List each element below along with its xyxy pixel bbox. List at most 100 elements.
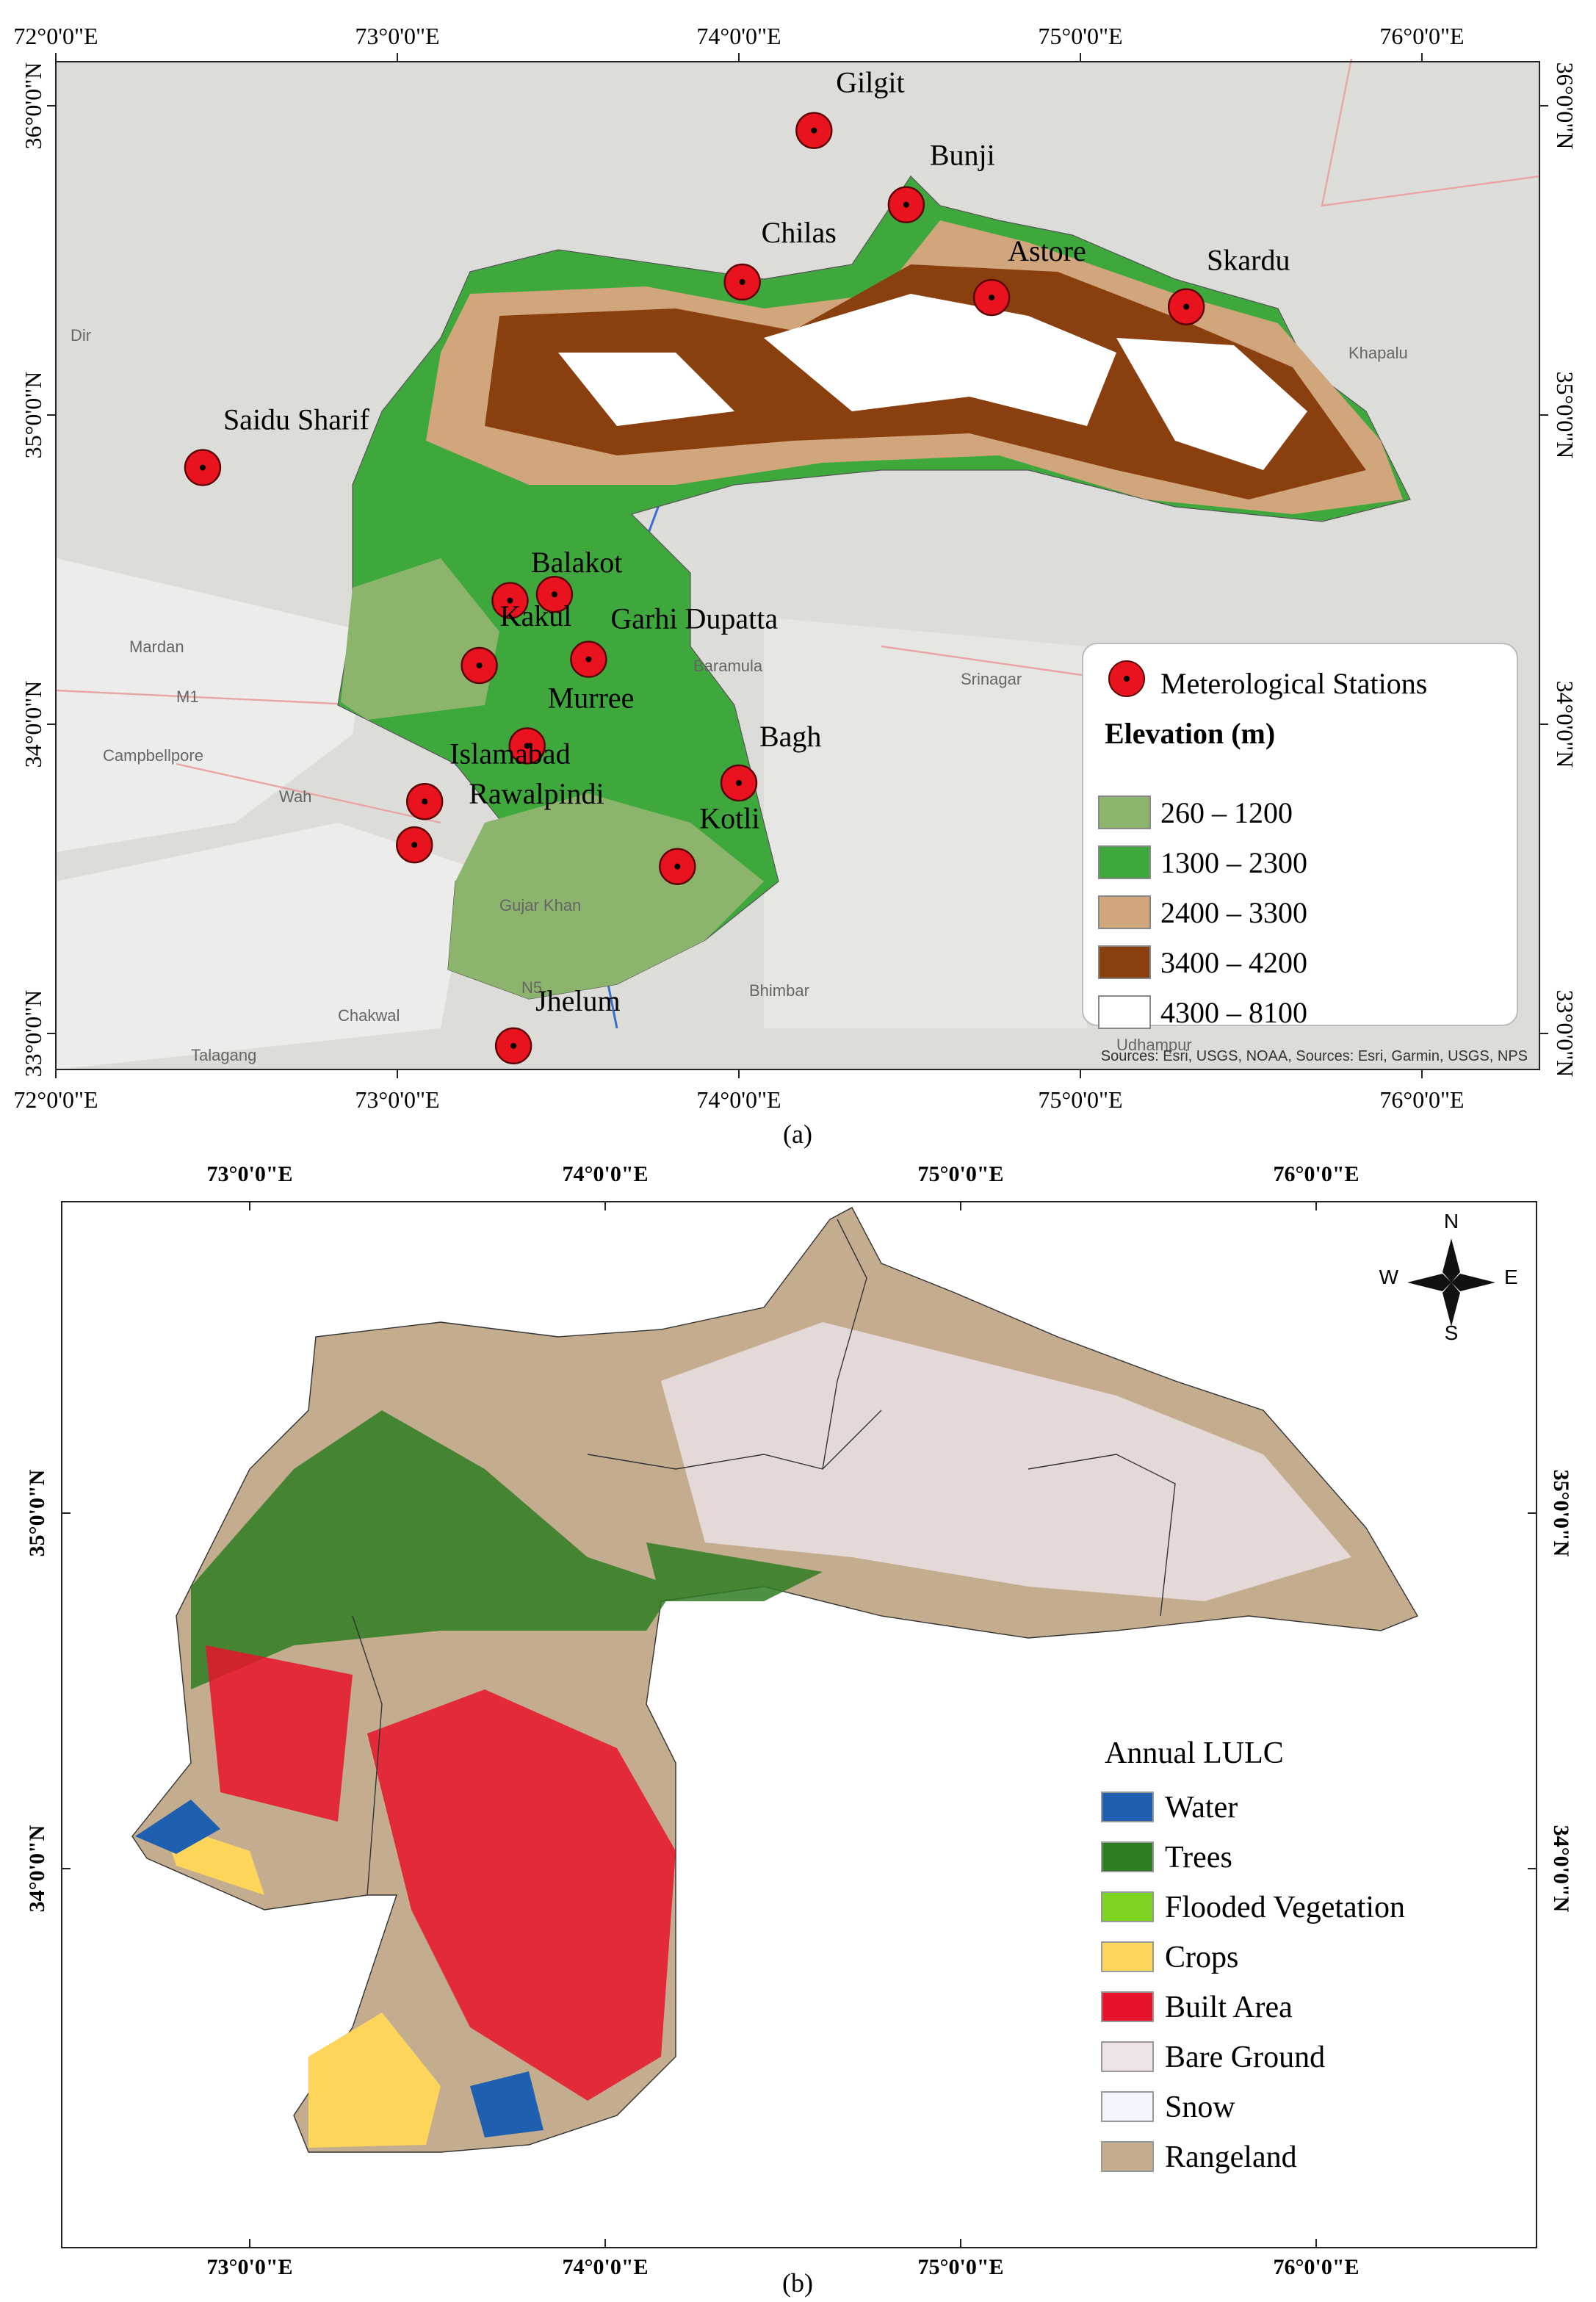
- basemap-label: Chakwal: [338, 1006, 400, 1025]
- frame: [55, 61, 1540, 1070]
- compass-w: W: [1379, 1266, 1399, 1288]
- basemap-label: Dir: [71, 326, 91, 344]
- y-tick-label: 35°0'0"N: [25, 1469, 49, 1556]
- station-dot: [510, 1042, 517, 1049]
- panel-b: 73°0'0"E 73°0'0"E 74°0'0"E 74°0'0"E 75°0'0"E…: [25, 1162, 1573, 2279]
- station-dot: [476, 663, 483, 669]
- sources: Sources: Esri, USGS, NOAA, Sources: Esri…: [1101, 1048, 1528, 1064]
- compass-n: N: [1444, 1210, 1459, 1233]
- legend-swatch: [1101, 1891, 1154, 1922]
- legend-label: Rangeland: [1165, 2140, 1297, 2174]
- caption: (a): [783, 1119, 812, 1149]
- low-elevation: [341, 558, 764, 999]
- x-tick-label: 75°0'0"E: [918, 1162, 1004, 1186]
- legend-box: [1082, 643, 1518, 1026]
- y-tick-label: 34°0'0"N: [20, 681, 46, 768]
- basemap-label: Bhimbar: [749, 981, 809, 1000]
- bare-ground: [661, 1322, 1351, 1601]
- station-label: Kotli: [699, 802, 759, 835]
- station-dot: [989, 295, 995, 301]
- station-label: Astore: [1008, 234, 1086, 267]
- station-label: Bunji: [930, 139, 995, 172]
- x-tick-label: 72°0'0"E: [13, 23, 98, 49]
- y-tick-label: 33°0'0"N: [1552, 990, 1578, 1078]
- trees: [191, 1410, 823, 1689]
- legend-swatch: [1101, 2041, 1154, 2072]
- legend-label: 2400 – 3300: [1160, 896, 1307, 929]
- y-tick-label: 36°0'0"N: [1552, 62, 1578, 150]
- y-tick-label: 35°0'0"N: [1552, 372, 1578, 459]
- x-tick-label: 75°0'0"E: [1038, 1086, 1122, 1113]
- legend-swatch: [1098, 945, 1151, 979]
- plains: [56, 558, 470, 1069]
- y-tick-label: 34°0'0"N: [25, 1825, 49, 1912]
- station-dot: [1183, 303, 1190, 310]
- y-tick-label: 36°0'0"N: [20, 62, 46, 150]
- basemap-label: M1: [176, 688, 199, 706]
- legend-label: Built Area: [1165, 1991, 1293, 2024]
- basemap-label: Campbellpore: [103, 746, 203, 765]
- station-label: Saidu Sharif: [223, 403, 370, 436]
- legend-label: Crops: [1165, 1941, 1238, 1974]
- legend-title: Elevation (m): [1105, 717, 1275, 750]
- station-dot: [524, 743, 530, 749]
- legend-swatch: [1098, 895, 1151, 929]
- station-label: Skardu: [1207, 244, 1290, 277]
- basemap-label: N5: [521, 978, 542, 997]
- basemap-label: Srinagar: [961, 670, 1022, 688]
- station-dot: [811, 127, 817, 134]
- station-dot: [551, 591, 557, 598]
- legend-label: 260 – 1200: [1160, 796, 1293, 829]
- station-dot: [422, 798, 428, 805]
- legend-label: Flooded Vegetation: [1165, 1891, 1405, 1924]
- x-tick-label: 73°0'0"E: [207, 2255, 293, 2279]
- y-tick-label: 35°0'0"N: [20, 372, 46, 459]
- station-label: Chilas: [762, 216, 837, 249]
- x-tick-label: 76°0'0"E: [1379, 1086, 1464, 1113]
- legend-swatch: [1101, 1841, 1154, 1872]
- compass-s: S: [1445, 1321, 1459, 1344]
- x-tick-label: 76°0'0"E: [1274, 2255, 1360, 2279]
- x-tick-label: 74°0'0"E: [563, 2255, 649, 2279]
- legend-swatch: [1098, 845, 1151, 879]
- station-dot: [674, 863, 681, 870]
- station-label: Jhelum: [535, 984, 621, 1017]
- y-tick-label: 35°0'0"N: [1549, 1470, 1573, 1557]
- y-tick-label: 33°0'0"N: [20, 990, 46, 1078]
- basemap-label: Khapalu: [1348, 344, 1408, 362]
- y-tick-label: 34°0'0"N: [1549, 1825, 1573, 1913]
- compass: [1407, 1238, 1495, 1327]
- basemap-label: Mardan: [129, 638, 184, 656]
- x-tick-label: 74°0'0"E: [563, 1162, 649, 1186]
- station-dot: [585, 656, 592, 663]
- legend-swatch: [1101, 2141, 1154, 2172]
- x-tick-label: 76°0'0"E: [1274, 1162, 1360, 1186]
- legend-swatch: [1101, 1991, 1154, 2022]
- x-tick-label: 75°0'0"E: [918, 2255, 1004, 2279]
- station-label: Garhi Dupatta: [610, 602, 778, 635]
- compass-rose: [1407, 1238, 1495, 1327]
- x-tick-label: 72°0'0"E: [13, 1086, 98, 1113]
- station-label: Islamabad: [449, 737, 570, 770]
- compass-e: E: [1504, 1266, 1518, 1288]
- basemap-label: Talagang: [191, 1046, 256, 1064]
- valley: [764, 617, 1087, 1028]
- legend-label: 1300 – 2300: [1160, 846, 1307, 879]
- legend-label: 4300 – 8100: [1160, 996, 1307, 1029]
- legend-label: Water: [1165, 1791, 1238, 1825]
- x-tick-label: 74°0'0"E: [696, 23, 781, 49]
- legend-swatch: [1101, 1941, 1154, 1972]
- station-label: Bagh: [759, 720, 821, 753]
- x-tick-label: 76°0'0"E: [1379, 23, 1464, 49]
- crops: [162, 1822, 441, 2148]
- station-dot: [411, 842, 418, 848]
- legend-dot: [1124, 676, 1130, 682]
- station-dot: [739, 278, 745, 285]
- built-area: [206, 1645, 676, 2101]
- station-label: Rawalpindi: [469, 777, 604, 810]
- legend-label: Snow: [1165, 2090, 1235, 2124]
- legend-title: Annual LULC: [1105, 1736, 1284, 1770]
- legend-label: 3400 – 4200: [1160, 946, 1307, 979]
- y-tick-label: 34°0'0"N: [1552, 681, 1578, 768]
